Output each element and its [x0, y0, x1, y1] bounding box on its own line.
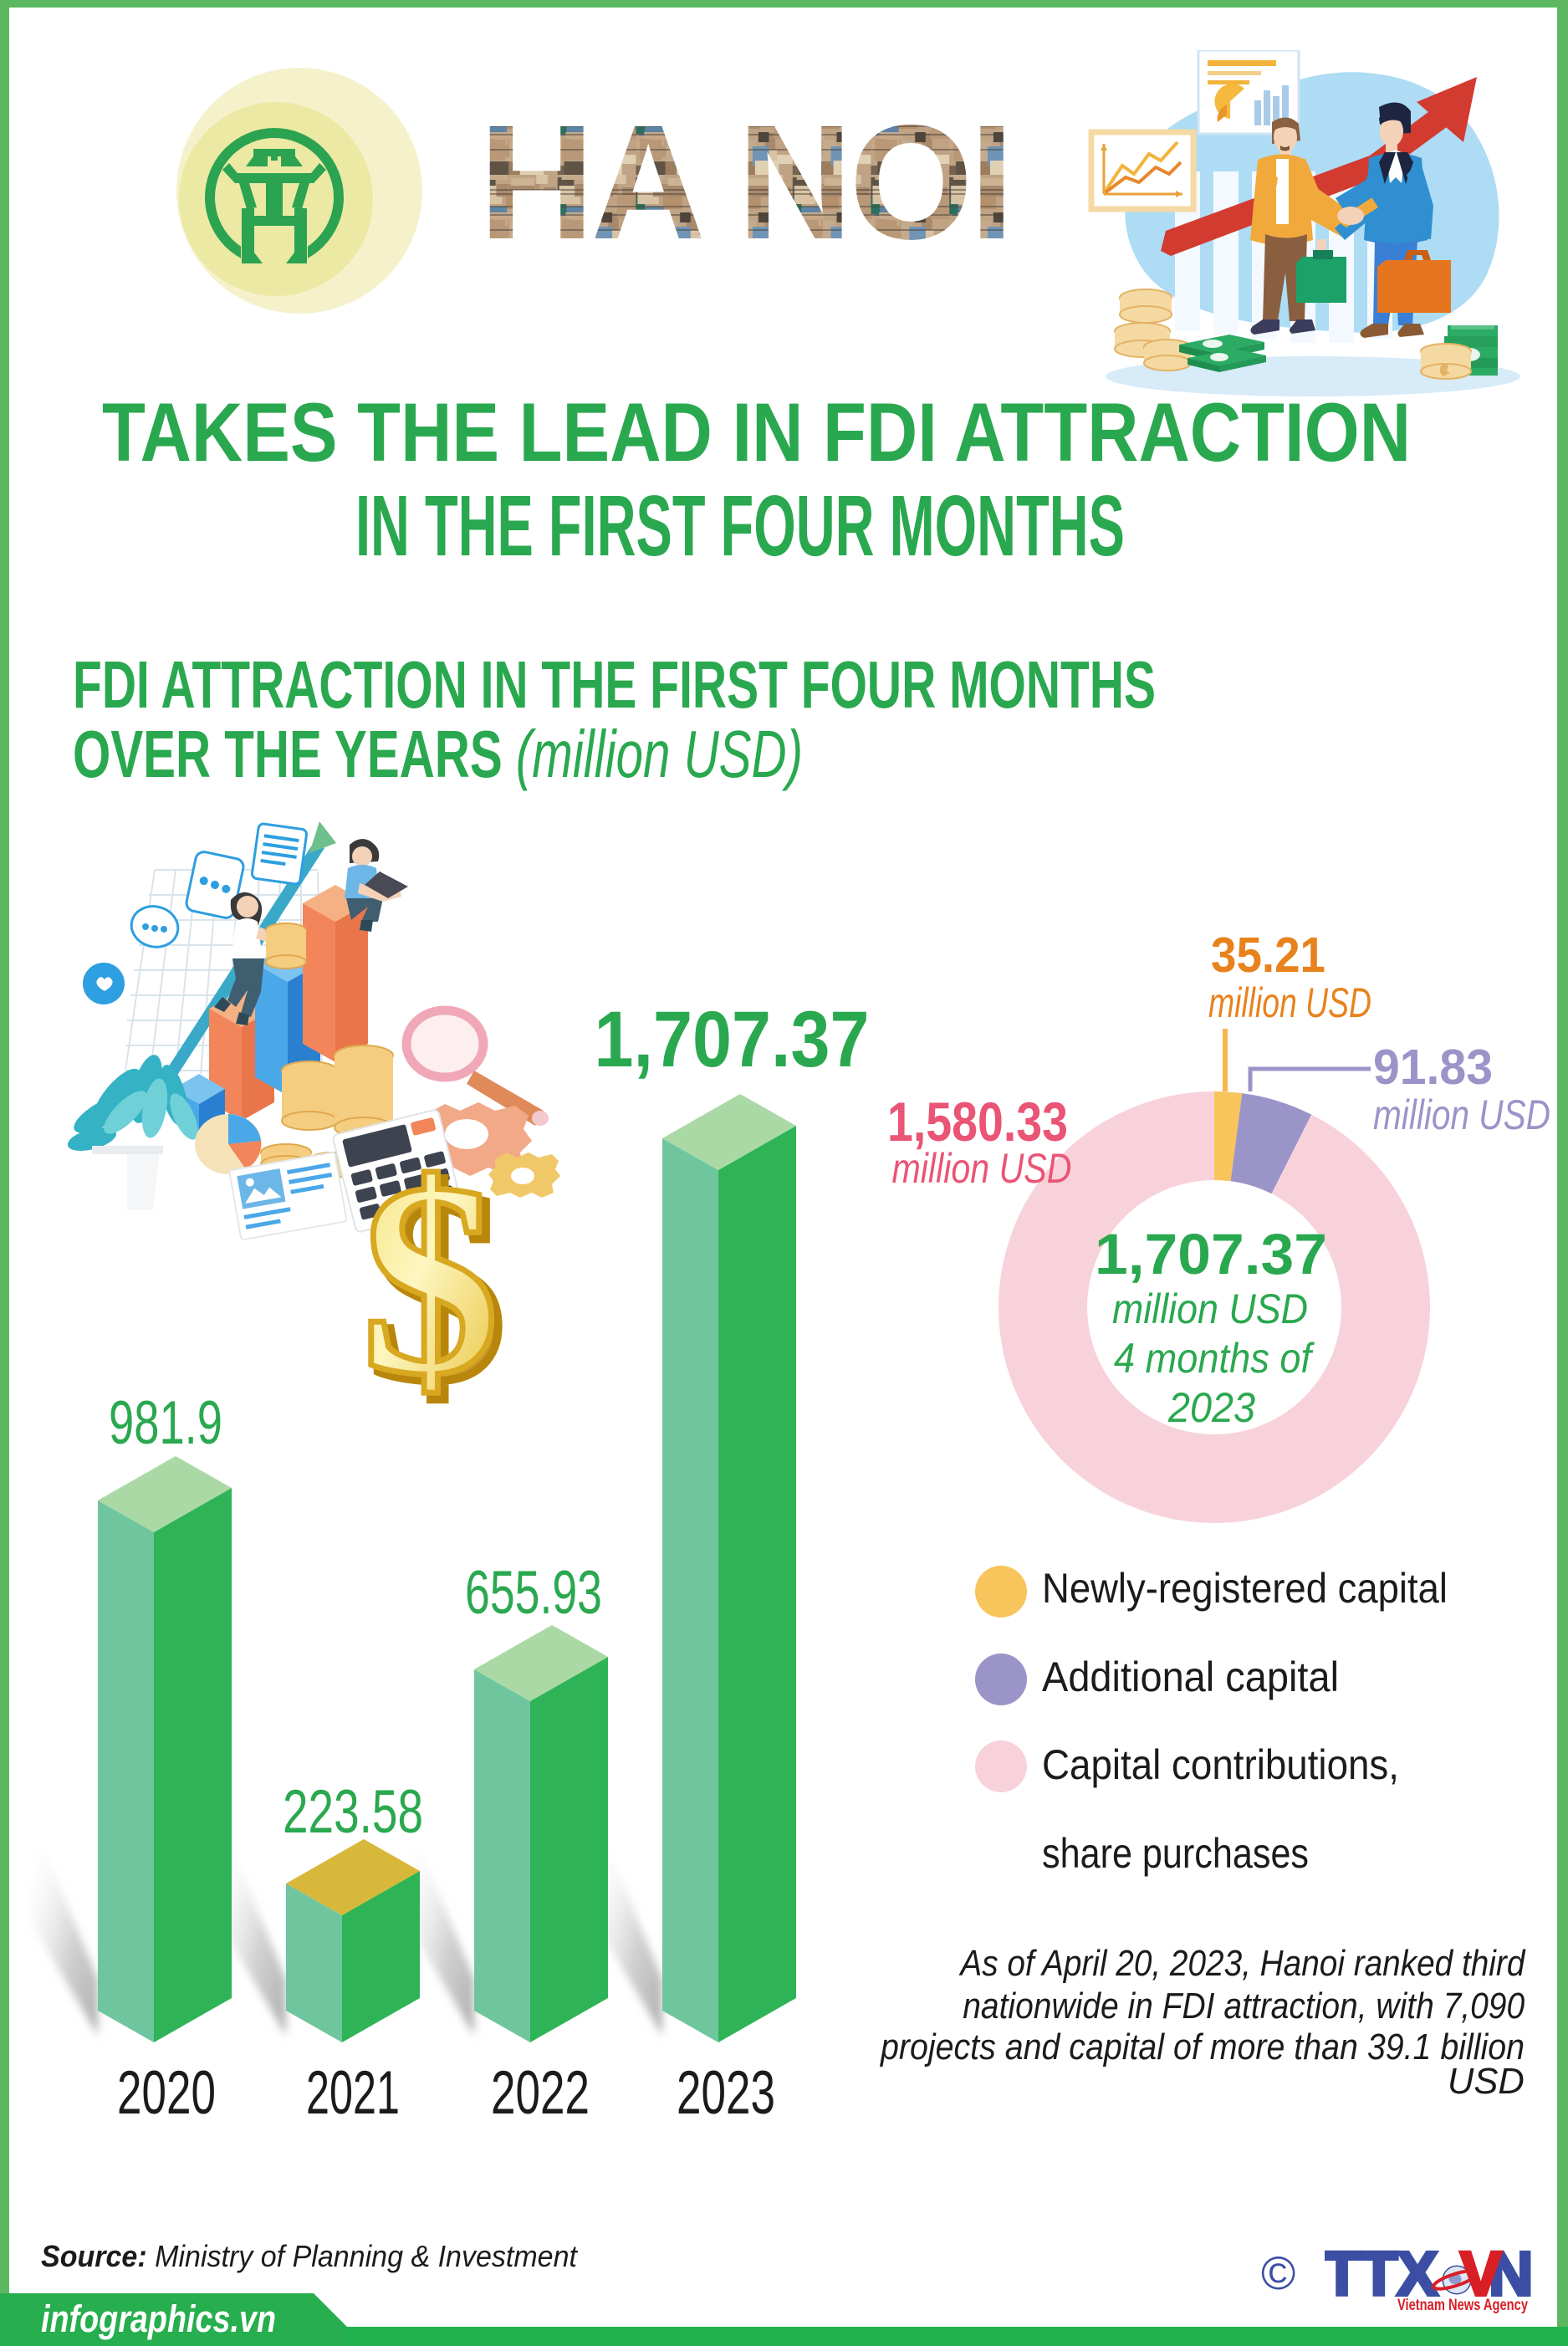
svg-text:N: N — [1489, 2246, 1533, 2308]
svg-text:V: V — [1460, 2246, 1501, 2308]
svg-text:TTX: TTX — [1325, 2246, 1438, 2308]
svg-text:HA NOI: HA NOI — [479, 95, 1011, 258]
svg-text:Vietnam News Agency: Vietnam News Agency — [1397, 2297, 1528, 2313]
svg-text:$: $ — [368, 1133, 506, 1422]
svg-text:$: $ — [361, 1127, 499, 1422]
